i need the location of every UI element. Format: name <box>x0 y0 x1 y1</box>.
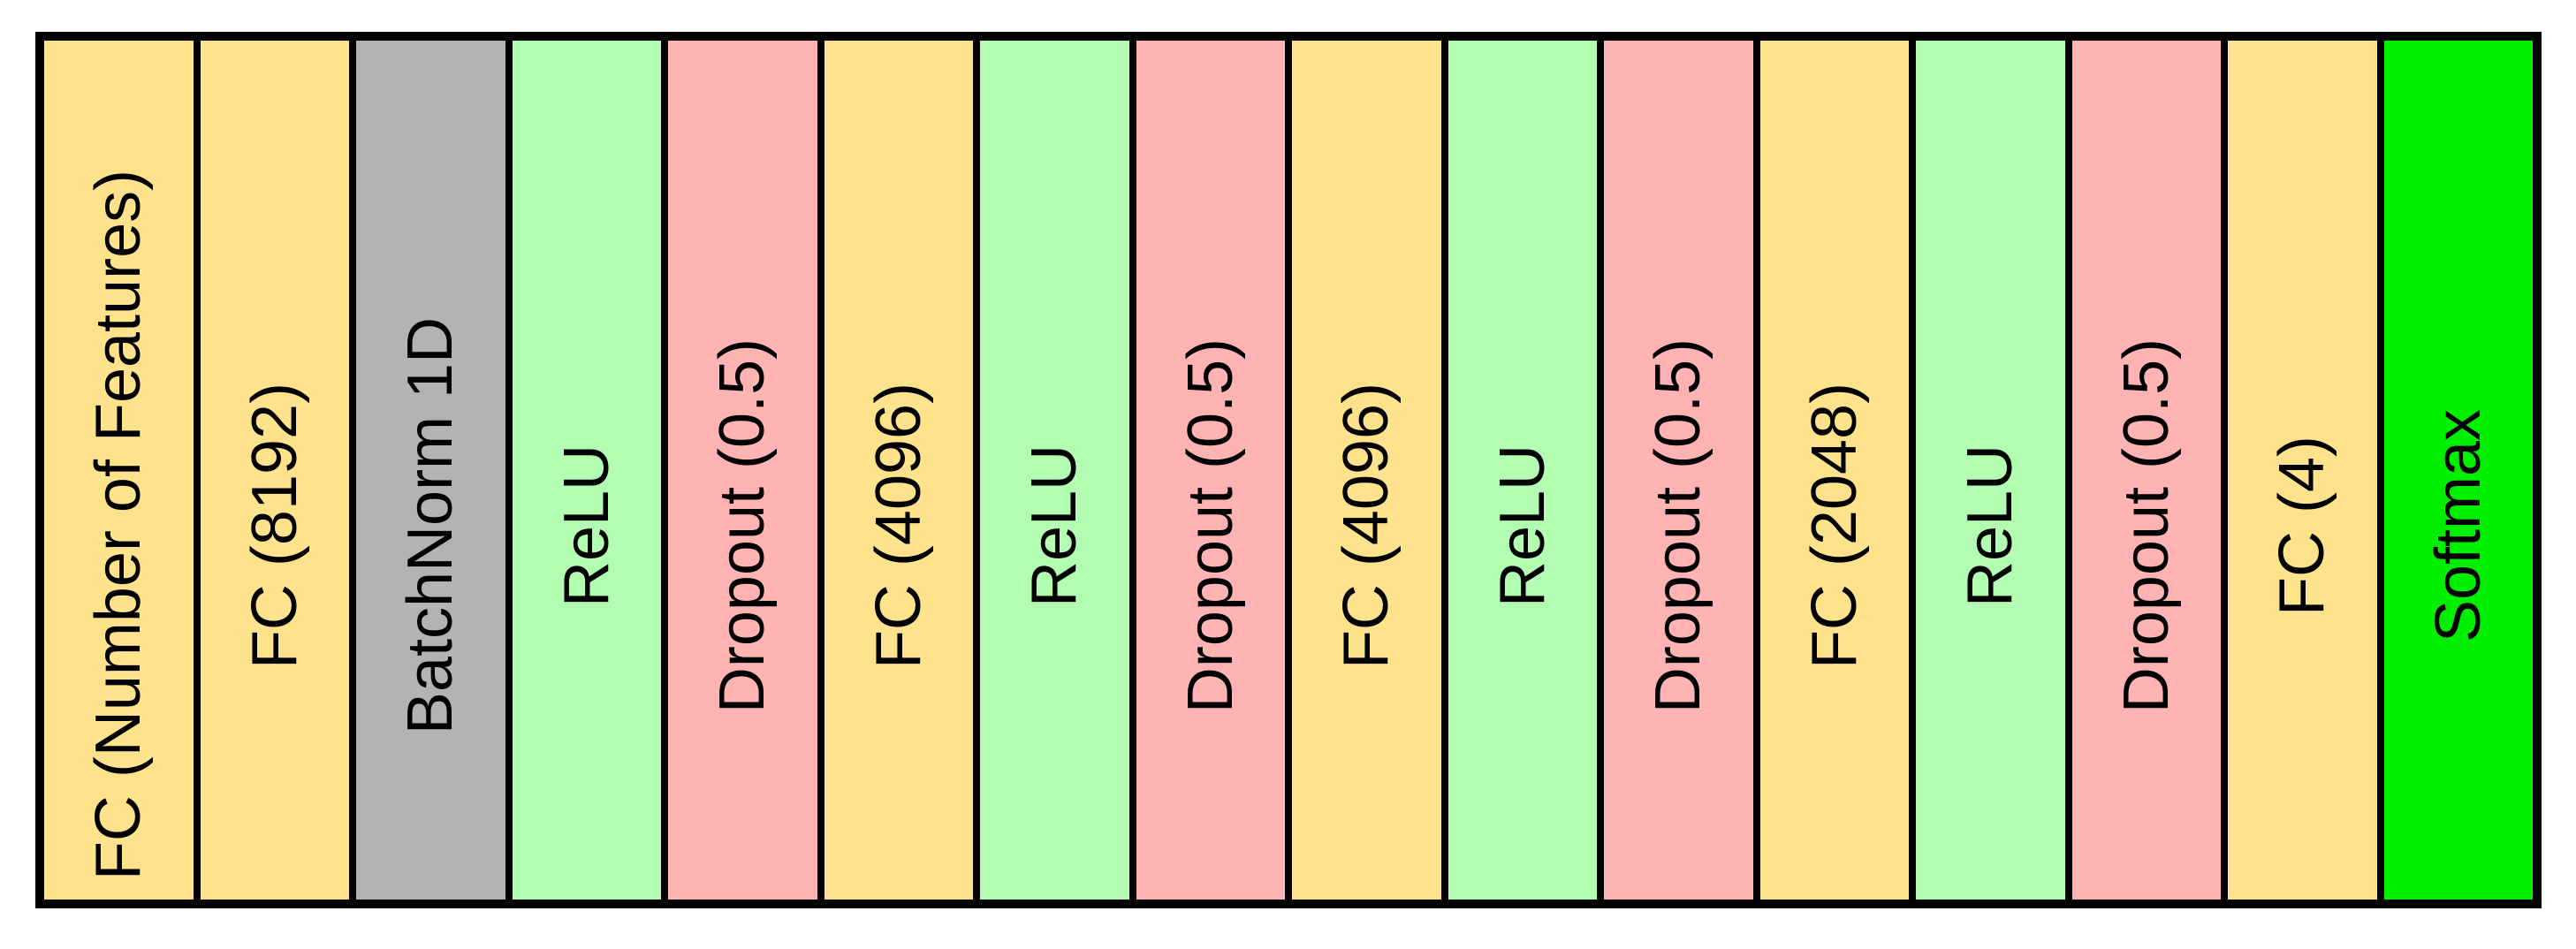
layer-fc-input: FC (Number of Features) <box>44 41 194 900</box>
layer-relu-3: ReLU <box>1448 41 1597 900</box>
layer-softmax: Softmax <box>2383 41 2533 900</box>
layer-batchnorm: BatchNorm 1D <box>356 41 505 900</box>
layer-label: FC (4) <box>2267 436 2338 617</box>
layer-label: Dropout (0.5) <box>1174 338 1246 714</box>
layer-dropout-4: Dropout (0.5) <box>2071 41 2221 900</box>
layer-fc-4096-a: FC (4096) <box>824 41 973 900</box>
layer-label: FC (2048) <box>1798 383 1870 670</box>
layer-fc-4096-b: FC (4096) <box>1292 41 1441 900</box>
layer-dropout-1: Dropout (0.5) <box>668 41 817 900</box>
layer-label: Softmax <box>2422 409 2494 643</box>
layer-label: ReLU <box>551 444 622 608</box>
layer-label: FC (Number of Features) <box>83 169 155 881</box>
layer-fc-8192: FC (8192) <box>200 41 349 900</box>
layer-label: Dropout (0.5) <box>2110 338 2182 714</box>
layer-label: FC (4096) <box>1331 383 1402 670</box>
layer-label: Dropout (0.5) <box>1643 338 1714 714</box>
layer-label: FC (8192) <box>239 383 310 670</box>
layer-relu-1: ReLU <box>512 41 661 900</box>
layer-label: Dropout (0.5) <box>707 338 779 714</box>
layer-label: ReLU <box>1955 444 2026 608</box>
layer-label: ReLU <box>1019 444 1090 608</box>
layer-label: BatchNorm 1D <box>395 317 467 735</box>
layer-fc-4: FC (4) <box>2228 41 2377 900</box>
layer-relu-2: ReLU <box>980 41 1129 900</box>
layer-label: FC (4096) <box>862 383 934 670</box>
layer-dropout-3: Dropout (0.5) <box>1604 41 1753 900</box>
network-architecture-diagram: FC (Number of Features) FC (8192) BatchN… <box>35 32 2542 908</box>
layer-label: ReLU <box>1486 444 1558 608</box>
layer-relu-4: ReLU <box>1916 41 2065 900</box>
layer-fc-2048: FC (2048) <box>1759 41 1909 900</box>
layer-dropout-2: Dropout (0.5) <box>1136 41 1285 900</box>
